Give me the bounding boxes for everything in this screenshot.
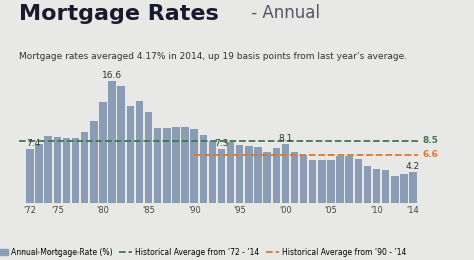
Bar (136, 101, 143, 203)
Legend: Annual Mortgage Rate (%), Historical Average from ’72 - ’14, Historical Average : Annual Mortgage Rate (%), Historical Ave… (0, 244, 410, 259)
Text: 16.6: 16.6 (102, 71, 122, 80)
Text: 7.4: 7.4 (26, 139, 40, 148)
Bar (127, 106, 134, 203)
Bar (154, 128, 161, 203)
Bar (254, 147, 262, 203)
Bar (45, 136, 52, 203)
Bar (26, 149, 34, 203)
Bar (72, 138, 79, 203)
Bar (391, 176, 399, 203)
Bar (373, 168, 380, 203)
Text: Mortgage rates averaged 4.17% in 2014, up 19 basis points from last year’s avera: Mortgage rates averaged 4.17% in 2014, u… (19, 52, 407, 61)
Bar (264, 152, 271, 203)
Bar (364, 166, 371, 203)
Bar (282, 144, 289, 203)
Text: 7.3: 7.3 (214, 139, 228, 148)
Bar (90, 121, 98, 203)
Bar (410, 172, 417, 203)
Bar (346, 157, 353, 203)
Text: 8.5: 8.5 (422, 136, 438, 145)
Text: 8.1: 8.1 (278, 134, 292, 143)
Bar (382, 170, 390, 203)
Text: 6.6: 6.6 (422, 150, 438, 159)
Bar (400, 174, 408, 203)
Bar (181, 127, 189, 203)
Text: 4.2: 4.2 (406, 162, 420, 171)
Bar (318, 160, 326, 203)
Bar (145, 112, 152, 203)
Bar (227, 141, 234, 203)
Bar (200, 135, 207, 203)
Bar (99, 102, 107, 203)
Bar (172, 127, 180, 203)
Bar (191, 129, 198, 203)
Bar (108, 81, 116, 203)
Bar (81, 132, 88, 203)
Bar (35, 144, 43, 203)
Bar (218, 150, 225, 203)
Bar (209, 141, 216, 203)
Bar (300, 155, 307, 203)
Bar (163, 128, 171, 203)
Bar (337, 156, 344, 203)
Bar (309, 160, 317, 203)
Text: - Annual: - Annual (246, 4, 320, 22)
Bar (236, 145, 244, 203)
Bar (245, 146, 253, 203)
Bar (63, 138, 70, 203)
Text: Source: Freddie Mac: Source: Freddie Mac (19, 250, 82, 255)
Text: Mortgage Rates: Mortgage Rates (19, 4, 219, 24)
Bar (291, 152, 298, 203)
Bar (355, 159, 362, 203)
Bar (54, 137, 61, 203)
Bar (118, 86, 125, 203)
Bar (273, 148, 280, 203)
Bar (327, 160, 335, 203)
